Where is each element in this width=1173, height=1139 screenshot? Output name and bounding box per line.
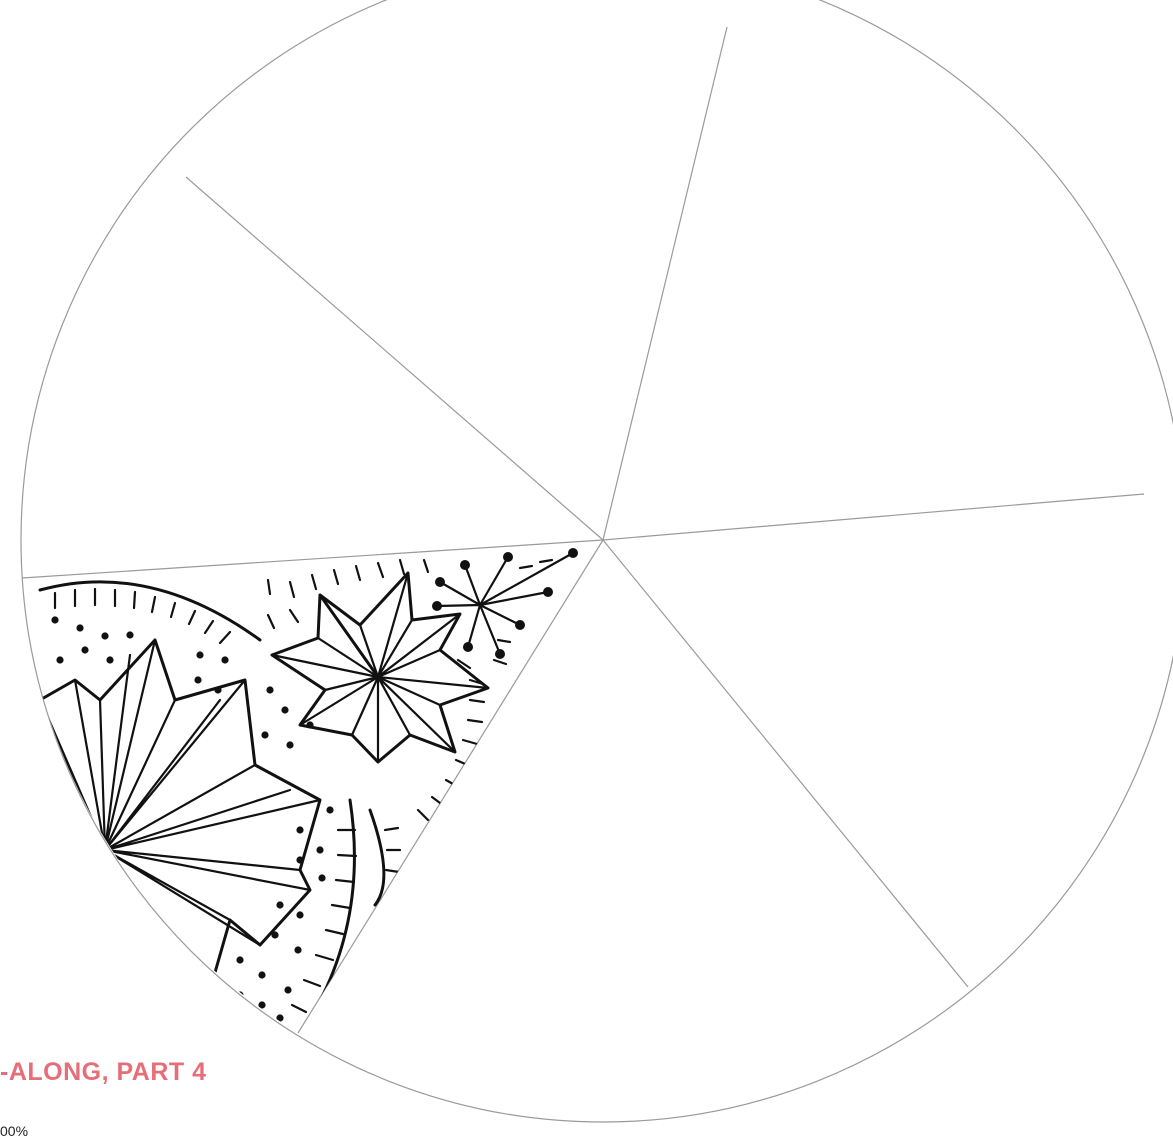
burst-icon <box>432 548 578 659</box>
pattern-outline-circle <box>21 0 1173 1122</box>
large-petal-flower-icon <box>40 640 320 990</box>
print-scale-note: 00% <box>0 1124 28 1138</box>
filled-segment-drawing <box>40 548 578 1035</box>
tick-arc-top <box>40 582 260 643</box>
tick-arc-bottom <box>292 800 400 1035</box>
segment-dividers <box>22 27 1144 1033</box>
pattern-part-title: -ALONG, PART 4 <box>0 1058 207 1087</box>
star-flower-icon <box>272 573 488 762</box>
